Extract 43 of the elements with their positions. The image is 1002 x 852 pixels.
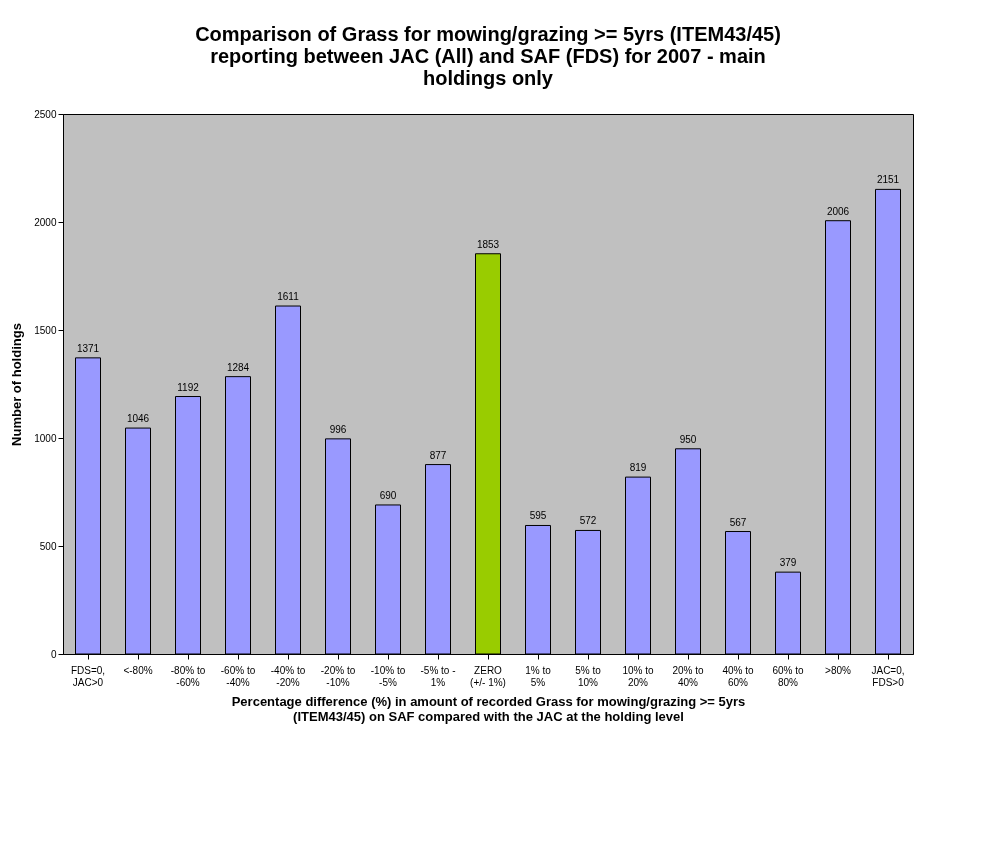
data-label: 1371 xyxy=(76,342,100,354)
x-tick-label: 10% to 20% xyxy=(622,664,654,688)
data-label: 1611 xyxy=(277,291,300,303)
data-label: 595 xyxy=(529,510,547,522)
x-tick-label: >80% xyxy=(825,664,852,676)
data-label: 1046 xyxy=(126,413,150,425)
x-tick-label: 40% to 60% xyxy=(722,664,754,688)
data-label: 567 xyxy=(729,516,747,528)
x-tick-label: -20% to -10% xyxy=(320,664,356,688)
x-tick-label: -10% to -5% xyxy=(370,664,406,688)
data-label: 1284 xyxy=(226,361,250,373)
data-label: 877 xyxy=(429,449,447,461)
x-tick-label: FDS=0, JAC>0 xyxy=(70,664,106,688)
chart-title: Comparison of Grass for mowing/grazing >= 5yrs (ITEM43/45) reporting between JAC (All) and SAF (FDS) for 2007 - main holdings only xyxy=(195,23,781,89)
x-tick-label: 1% to 5% xyxy=(525,664,552,688)
data-label: 819 xyxy=(629,462,647,474)
x-tick-label: 5% to 10% xyxy=(575,664,602,688)
data-label: 690 xyxy=(379,489,397,501)
data-label: 950 xyxy=(679,433,697,445)
y-tick-label: 1000 xyxy=(34,432,57,444)
y-tick-label: 0 xyxy=(50,648,57,660)
y-tick-label: 2000 xyxy=(34,216,57,228)
data-label: 1853 xyxy=(476,238,500,250)
x-tick-label: -5% to - 1% xyxy=(420,664,456,688)
data-label: 2006 xyxy=(826,205,850,217)
data-label: 2151 xyxy=(876,174,900,186)
x-tick-label: -40% to -20% xyxy=(270,664,306,688)
data-label: 379 xyxy=(779,557,797,569)
x-tick-label: <-80% xyxy=(123,664,153,676)
x-tick-label: -60% to -40% xyxy=(220,664,256,688)
x-tick-label: JAC=0, FDS>0 xyxy=(871,664,905,688)
x-tick-label: 60% to 80% xyxy=(772,664,804,688)
y-tick-label: 2500 xyxy=(34,108,57,120)
y-tick-label: 1500 xyxy=(34,324,57,336)
data-label: 572 xyxy=(579,515,597,527)
data-label: 996 xyxy=(329,423,347,435)
y-axis-title: Number of holdings xyxy=(9,323,25,446)
x-tick-label: 20% to 40% xyxy=(672,664,704,688)
x-tick-label: ZERO (+/- 1%) xyxy=(470,664,506,688)
data-label: 1192 xyxy=(177,381,200,393)
y-tick-label: 500 xyxy=(39,540,57,552)
x-tick-label: -80% to -60% xyxy=(170,664,206,688)
x-axis-title: Percentage difference (%) in amount of recorded Grass for mowing/grazing >= 5yrs (ITEM43/45) on SAF compared with the JAC at the holding level xyxy=(231,693,746,724)
